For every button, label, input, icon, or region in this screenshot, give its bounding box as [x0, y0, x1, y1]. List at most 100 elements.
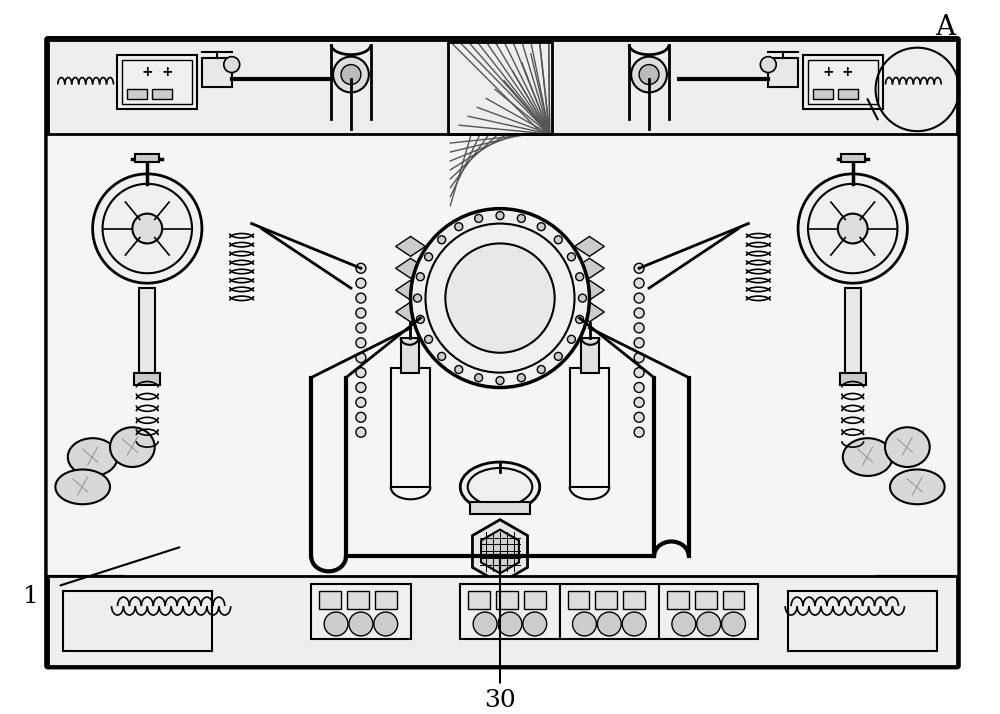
Circle shape	[473, 612, 497, 636]
Bar	[319, 591, 341, 609]
Bar	[448, 41, 552, 134]
Circle shape	[356, 427, 366, 437]
Circle shape	[554, 353, 562, 361]
Circle shape	[425, 336, 433, 343]
Circle shape	[475, 373, 483, 382]
Ellipse shape	[55, 470, 110, 504]
Circle shape	[438, 353, 446, 361]
Ellipse shape	[460, 462, 540, 512]
Circle shape	[634, 338, 644, 348]
Circle shape	[634, 368, 644, 378]
Polygon shape	[396, 258, 425, 278]
Circle shape	[523, 612, 547, 636]
Circle shape	[634, 278, 644, 288]
Circle shape	[634, 353, 644, 363]
Circle shape	[224, 56, 240, 73]
Circle shape	[496, 376, 504, 385]
Circle shape	[634, 427, 644, 437]
Circle shape	[333, 56, 369, 92]
Bar	[560, 584, 659, 639]
Circle shape	[455, 366, 463, 373]
Ellipse shape	[885, 427, 930, 467]
Circle shape	[356, 293, 366, 303]
Text: 1: 1	[23, 585, 39, 608]
Circle shape	[567, 336, 575, 343]
Bar	[581, 338, 599, 373]
Bar	[845, 288, 861, 378]
Circle shape	[760, 56, 776, 73]
Circle shape	[425, 253, 433, 261]
Bar	[48, 40, 957, 134]
Polygon shape	[575, 280, 604, 300]
Circle shape	[356, 398, 366, 408]
Bar	[808, 59, 878, 104]
Circle shape	[374, 612, 398, 636]
Circle shape	[349, 612, 373, 636]
Bar	[496, 591, 518, 609]
Circle shape	[634, 383, 644, 393]
Circle shape	[634, 308, 644, 318]
Polygon shape	[396, 236, 425, 256]
Circle shape	[356, 413, 366, 422]
Bar	[63, 591, 212, 650]
Text: A: A	[935, 14, 955, 41]
Bar	[524, 591, 546, 609]
Bar	[127, 89, 147, 99]
Circle shape	[356, 368, 366, 378]
Circle shape	[414, 294, 422, 302]
Bar	[840, 373, 866, 385]
Circle shape	[634, 398, 644, 408]
Bar	[135, 154, 159, 162]
Bar	[134, 373, 160, 385]
Circle shape	[573, 612, 596, 636]
Bar	[695, 591, 717, 609]
Bar	[470, 502, 530, 513]
Bar	[460, 584, 560, 639]
Circle shape	[411, 208, 589, 388]
Bar	[841, 154, 865, 162]
Circle shape	[496, 211, 504, 220]
Circle shape	[634, 413, 644, 422]
Circle shape	[498, 612, 522, 636]
Bar	[803, 55, 883, 109]
Circle shape	[455, 223, 463, 231]
Circle shape	[132, 213, 162, 243]
Circle shape	[576, 316, 584, 323]
Ellipse shape	[68, 438, 117, 476]
Circle shape	[634, 323, 644, 333]
Circle shape	[597, 612, 621, 636]
Circle shape	[356, 278, 366, 288]
Bar	[152, 89, 172, 99]
Bar	[468, 591, 490, 609]
Polygon shape	[396, 302, 425, 322]
FancyBboxPatch shape	[46, 38, 959, 668]
Ellipse shape	[890, 470, 945, 504]
Circle shape	[722, 612, 745, 636]
Circle shape	[93, 174, 202, 283]
Bar	[202, 58, 232, 87]
Bar	[347, 591, 369, 609]
Polygon shape	[575, 302, 604, 322]
Circle shape	[445, 243, 555, 353]
Circle shape	[631, 56, 667, 92]
Bar	[570, 368, 609, 487]
Circle shape	[356, 338, 366, 348]
Circle shape	[356, 353, 366, 363]
Circle shape	[634, 263, 644, 273]
Circle shape	[567, 253, 575, 261]
Circle shape	[697, 612, 721, 636]
Circle shape	[672, 612, 696, 636]
Text: +: +	[161, 64, 173, 79]
Polygon shape	[575, 236, 604, 256]
Circle shape	[416, 316, 424, 323]
Bar	[623, 591, 645, 609]
Circle shape	[622, 612, 646, 636]
Polygon shape	[396, 280, 425, 300]
Circle shape	[356, 263, 366, 273]
Circle shape	[341, 64, 361, 84]
Circle shape	[416, 273, 424, 281]
Bar	[838, 89, 858, 99]
Bar	[667, 591, 689, 609]
Polygon shape	[575, 258, 604, 278]
Bar	[139, 288, 155, 378]
